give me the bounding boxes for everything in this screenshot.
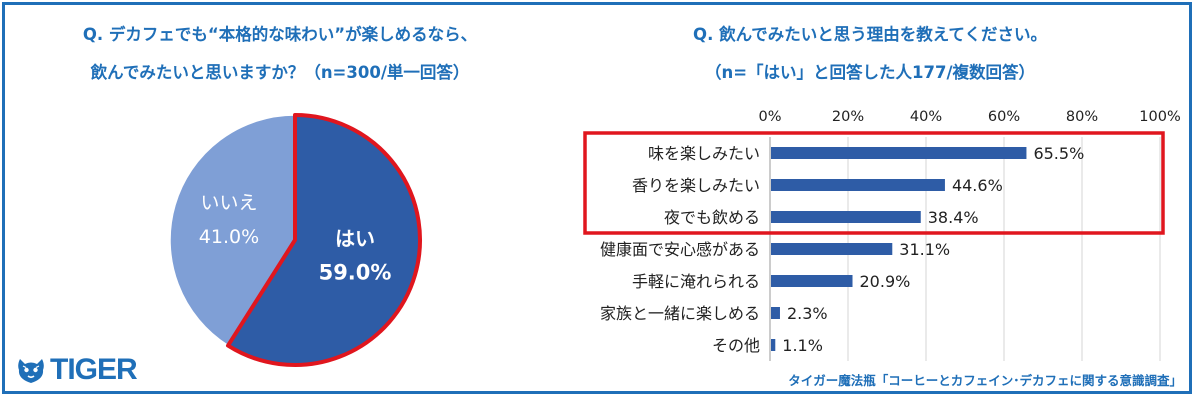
bar [771, 179, 945, 191]
pie-label-yes: はい [335, 226, 375, 250]
left-question-line1: Q. デカフェでも“本格的な味わい”が楽しめるなら、 [82, 25, 478, 44]
source-note: タイガー魔法瓶「コーヒーとカフェイン･デカフェに関する意識調査」 [788, 373, 1182, 388]
bar [771, 211, 921, 223]
right-question-line1: Q. 飲んでみたいと思う理由を教えてください。 [693, 25, 1047, 44]
category-label: 健康面で安心感がある [600, 240, 760, 259]
tiger-face-icon [18, 359, 44, 383]
x-tick-label: 100% [1139, 109, 1180, 125]
bar-value-label: 44.6% [952, 176, 1003, 195]
bar-value-label: 38.4% [928, 208, 979, 227]
category-label: その他 [712, 336, 760, 355]
x-tick-label: 60% [988, 109, 1020, 125]
x-tick-label: 40% [910, 109, 942, 125]
bar-value-label: 2.3% [787, 304, 828, 323]
category-label: 味を楽しみたい [648, 144, 760, 163]
category-label: 家族と一緒に楽しめる [600, 304, 760, 323]
pie-label-no: いいえ [200, 192, 257, 214]
left-question-line2: 飲んでみたいと思いますか？（n=300/単一回答） [90, 63, 470, 82]
right-question-line2: （n=「はい」と回答した人177/複数回答） [704, 63, 1036, 82]
bar-value-label: 20.9% [860, 272, 911, 291]
pie-slice-yes [226, 113, 422, 367]
bar-value-label: 1.1% [782, 336, 823, 355]
category-label: 香りを楽しみたい [632, 176, 760, 195]
highlight-box [583, 131, 1165, 235]
category-label: 夜でも飲める [664, 208, 760, 227]
bar [771, 339, 776, 351]
left-question-title: Q. デカフェでも“本格的な味わい”が楽しめるなら、 飲んでみたいと思いますか？… [20, 16, 540, 92]
logo-text: TIGER [50, 353, 138, 386]
right-question-title: Q. 飲んでみたいと思う理由を教えてください。 （n=「はい」と回答した人177… [560, 16, 1180, 92]
bar [771, 275, 853, 287]
bar [771, 243, 893, 255]
bar [771, 147, 1027, 159]
pie-value-no: 41.0% [199, 226, 259, 248]
x-tick-label: 20% [832, 109, 864, 125]
category-label: 手軽に淹れられる [632, 272, 760, 291]
bar-value-label: 65.5% [1033, 144, 1084, 163]
bar [771, 307, 780, 319]
bar-value-label: 31.1% [899, 240, 950, 259]
x-tick-label: 80% [1066, 109, 1098, 125]
x-tick-label: 0% [758, 109, 781, 125]
pie-chart: はい 59.0% いいえ 41.0% [169, 113, 422, 367]
bar-chart: 0% 20% 40% 60% 80% 100% 味を楽しみたい 65.5% 香りを楽しみたい 44… [583, 109, 1181, 361]
pie-value-yes: 59.0% [319, 260, 392, 284]
tiger-logo: TIGER [14, 353, 138, 387]
